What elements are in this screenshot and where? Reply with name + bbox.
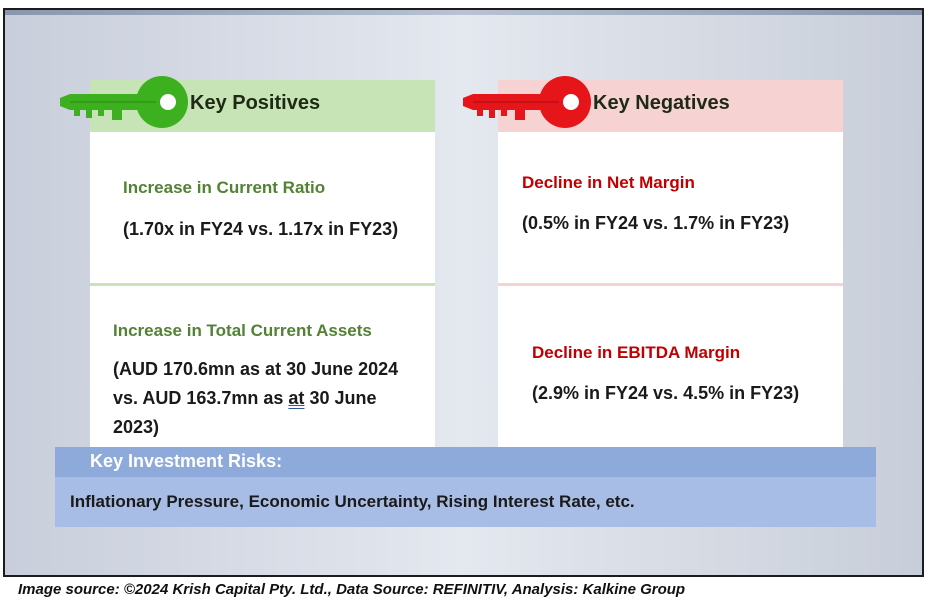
red-key-icon bbox=[463, 76, 591, 128]
positives-title: Key Positives bbox=[190, 92, 321, 114]
positive-item1-heading: Increase in Current Ratio bbox=[123, 178, 326, 197]
positive-divider bbox=[90, 283, 435, 286]
negative-card-ebitda-margin bbox=[498, 286, 843, 451]
negative-item1-heading: Decline in Net Margin bbox=[522, 173, 695, 192]
green-key-icon bbox=[60, 76, 188, 128]
image-source-footer: Image source: ©2024 Krish Capital Pty. L… bbox=[18, 581, 686, 598]
negative-divider bbox=[498, 283, 843, 286]
negatives-title: Key Negatives bbox=[593, 92, 730, 114]
investment-risks-text: Inflationary Pressure, Economic Uncertai… bbox=[70, 492, 635, 511]
frame-top-rim bbox=[5, 10, 922, 15]
negative-item1-detail: (0.5% in FY24 vs. 1.7% in FY23) bbox=[522, 213, 790, 233]
positive-item2-detail-underlined: at bbox=[288, 388, 305, 408]
investment-risks-header: Key Investment Risks: bbox=[55, 447, 876, 477]
negative-item2-detail: (2.9% in FY24 vs. 4.5% in FY23) bbox=[532, 383, 800, 403]
positive-card-current-assets bbox=[90, 286, 435, 451]
positive-item2-heading: Increase in Total Current Assets bbox=[113, 321, 372, 340]
positive-card-current-ratio bbox=[90, 132, 435, 285]
positive-item2-detail-part-a: (AUD 170.6mn as at 30 June 2024 vs. AUD … bbox=[113, 359, 399, 408]
investment-risks-title: Key Investment Risks: bbox=[90, 451, 283, 471]
positive-item2-detail-part-c: 30 June 2023) bbox=[113, 388, 377, 437]
negative-card-net-margin bbox=[498, 132, 843, 285]
positive-item1-detail: (1.70x in FY24 vs. 1.17x in FY23) bbox=[123, 219, 399, 239]
investment-risks-box: Key Investment Risks: Inflationary Press… bbox=[55, 447, 876, 527]
infographic-frame: Key Positives Key Negatives Increase in … bbox=[3, 8, 924, 577]
negative-item2-heading: Decline in EBITDA Margin bbox=[532, 343, 741, 362]
positive-item2-detail: (AUD 170.6mn as at 30 June 2024 vs. AUD … bbox=[113, 355, 413, 442]
